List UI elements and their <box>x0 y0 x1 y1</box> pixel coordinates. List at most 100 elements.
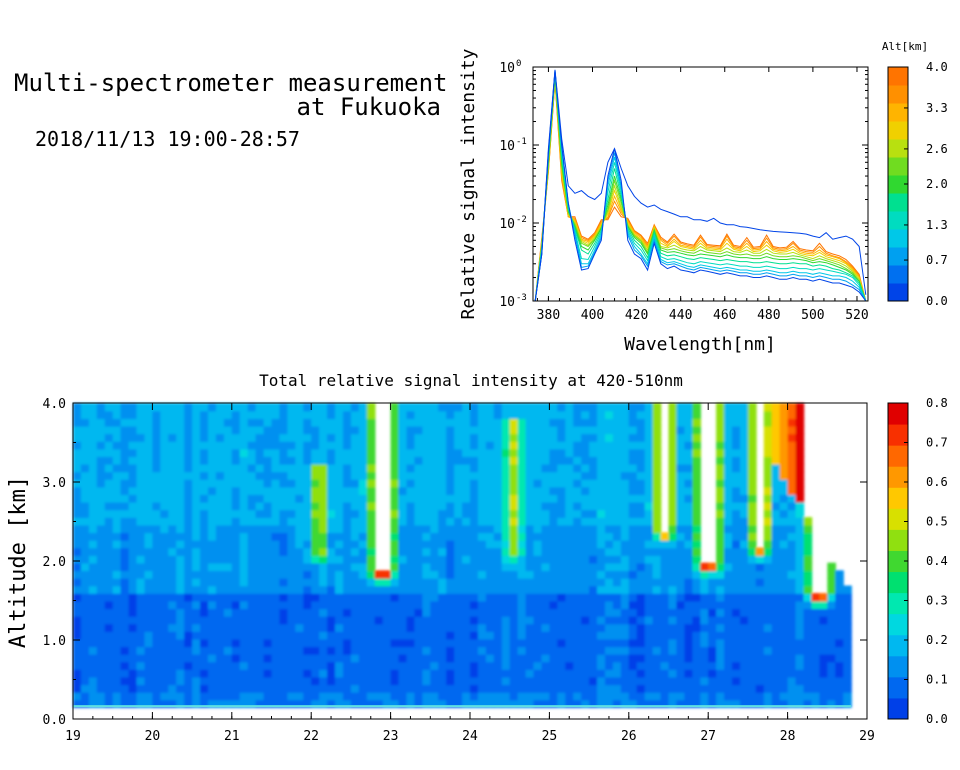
heatmap-cell <box>287 486 297 495</box>
heatmap-cell <box>581 403 590 412</box>
heatmap-cell <box>366 585 376 594</box>
heatmap-cell <box>136 410 146 419</box>
heatmap-cell <box>446 418 455 427</box>
heatmap-cell <box>160 448 169 457</box>
heatmap-cell <box>747 509 757 518</box>
heatmap-cell <box>811 653 821 663</box>
heatmap-cell <box>366 448 376 457</box>
heatmap-cell <box>120 653 130 663</box>
heatmap-cell <box>755 600 765 610</box>
heatmap-cell <box>724 577 733 587</box>
heatmap-cell <box>692 494 701 503</box>
heatmap-cell <box>311 676 320 686</box>
heatmap-cell <box>700 615 709 625</box>
heatmap-cell <box>422 669 432 678</box>
heatmap-cell <box>223 653 233 663</box>
heatmap-cell <box>239 615 249 625</box>
heatmap-cell <box>843 699 852 708</box>
heatmap-cell <box>652 501 662 511</box>
heatmap-cell <box>223 517 233 526</box>
heatmap-cell <box>462 509 471 518</box>
heatmap-cell <box>144 608 154 617</box>
heatmap-cell <box>771 509 781 518</box>
heatmap-cell <box>271 646 281 655</box>
heatmap-cell <box>200 577 209 587</box>
heatmap-cell <box>88 486 98 495</box>
heatmap-cell <box>422 418 432 427</box>
heatmap-cell <box>390 562 400 572</box>
heatmap-cell <box>462 562 471 572</box>
heatmap-cell <box>215 479 225 488</box>
heatmap-cell <box>247 494 257 503</box>
heatmap-cell <box>509 669 519 678</box>
heatmap-cell <box>287 653 297 663</box>
heatmap-cell <box>398 669 408 678</box>
heatmap-cell <box>684 463 694 473</box>
heatmap-cell <box>470 691 479 701</box>
heatmap-cell <box>620 585 630 594</box>
heatmap-cell <box>644 463 654 473</box>
heatmap-cell <box>414 433 424 442</box>
heatmap-cell <box>295 433 304 442</box>
heatmap-cell <box>319 479 328 488</box>
heatmap-cell <box>350 562 360 572</box>
heatmap-cell <box>597 570 606 579</box>
heatmap-cell <box>430 539 439 549</box>
heatmap-cell <box>104 593 114 602</box>
heatmap-cell <box>80 410 90 419</box>
heatmap-cell <box>692 608 701 617</box>
heatmap-cell <box>636 608 646 617</box>
heatmap-cell <box>128 600 138 610</box>
heatmap-cell <box>573 593 582 602</box>
heatmap-cell <box>271 479 281 488</box>
heatmap-cell <box>184 555 193 564</box>
heatmap-cell <box>652 547 662 556</box>
heatmap-cell <box>557 403 566 412</box>
heatmap-cell <box>152 623 162 632</box>
heatmap-cell <box>541 539 551 549</box>
heatmap-cell <box>104 608 114 617</box>
heatmap-cell <box>581 517 590 526</box>
heatmap-cell <box>430 623 439 632</box>
intensity-colorbar-segment <box>888 466 908 488</box>
heatmap-cell <box>112 486 122 495</box>
heatmap-cell <box>462 433 471 442</box>
heatmap-cell <box>636 463 646 473</box>
heatmap-cell <box>557 418 566 427</box>
heatmap-cell <box>73 418 82 427</box>
heatmap-cell <box>184 403 193 412</box>
heatmap-cell <box>128 509 138 518</box>
heatmap-cell <box>668 615 678 625</box>
heatmap-cell <box>565 608 574 617</box>
heatmap-cell <box>73 532 82 541</box>
heatmap-cell <box>319 494 328 503</box>
heatmap-cell <box>96 653 106 663</box>
heatmap-cell <box>295 547 304 556</box>
heatmap-cell <box>517 517 527 526</box>
heatmap-cell <box>517 676 527 686</box>
heatmap-cell <box>96 585 106 594</box>
heatmap-cell <box>414 547 424 556</box>
heatmap-cell <box>327 547 336 556</box>
heatmap-cell <box>311 577 320 587</box>
heatmap-cell <box>350 524 360 534</box>
heatmap-cell <box>509 509 519 518</box>
heatmap-cell <box>819 661 829 670</box>
heatmap-cell <box>335 653 344 663</box>
heatmap-cell <box>597 524 606 534</box>
heatmap-cell <box>422 653 432 663</box>
heatmap-cell <box>549 577 559 587</box>
heatmap-cell <box>716 494 725 503</box>
heatmap-cell <box>192 570 201 579</box>
heatmap-cell <box>414 524 424 534</box>
heatmap-cell <box>350 494 360 503</box>
heatmap-cell <box>390 547 400 556</box>
heatmap-cell <box>565 577 574 587</box>
heatmap-cell <box>477 501 487 511</box>
heatmap-cell <box>493 684 503 693</box>
heatmap-cell <box>509 661 519 670</box>
heatmap-cell <box>263 479 273 488</box>
heatmap-cell <box>366 494 376 503</box>
heatmap-cell <box>136 539 146 549</box>
heatmap-cell <box>827 653 836 663</box>
